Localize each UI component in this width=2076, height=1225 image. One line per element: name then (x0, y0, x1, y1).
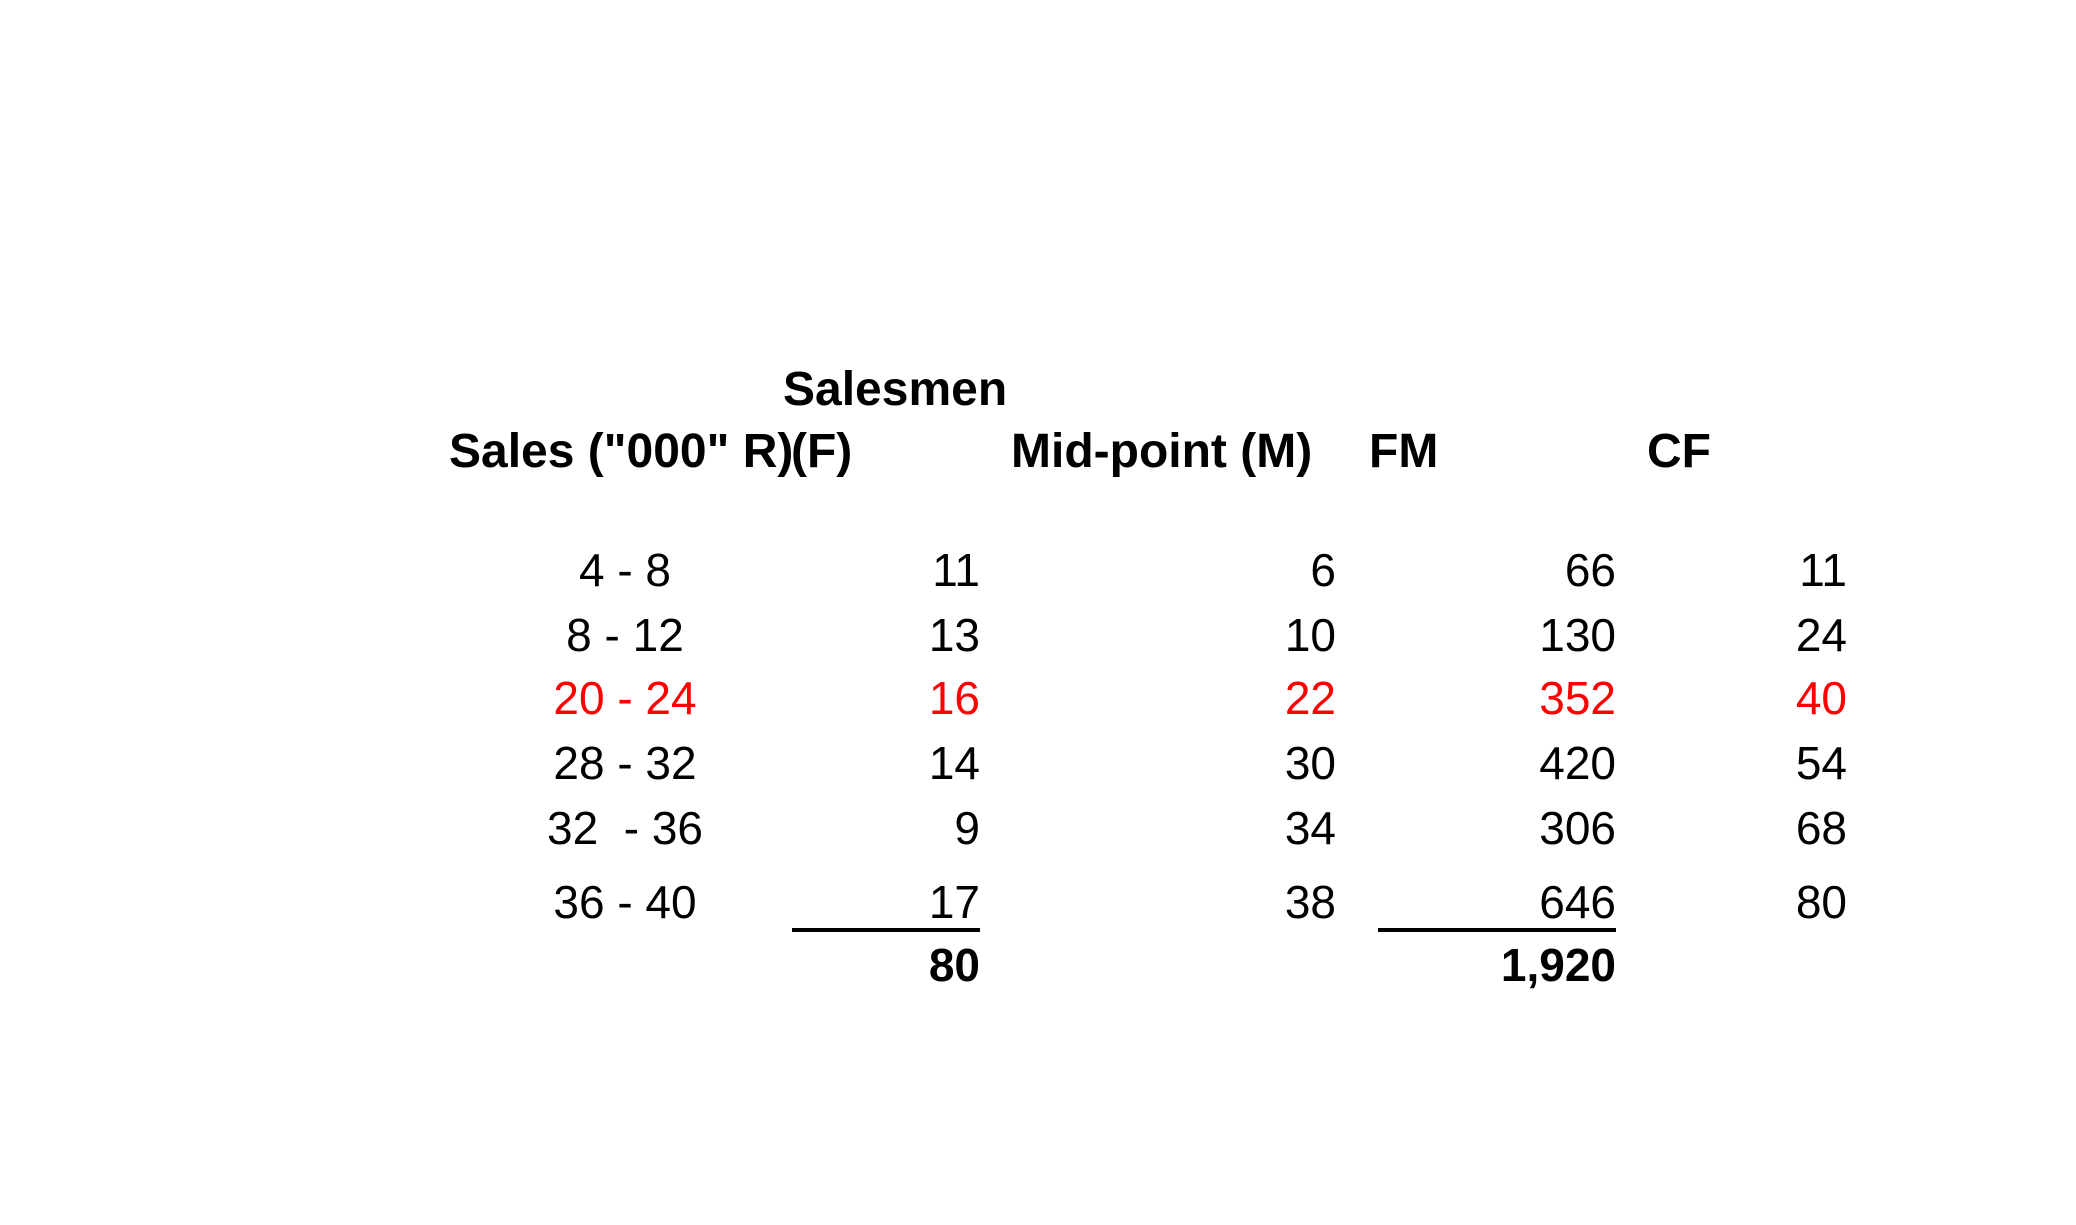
cell-midpoint-highlighted: 22 (1284, 672, 1336, 724)
cell-midpoint: 6 (1310, 544, 1336, 596)
cell-midpoint: 30 (1284, 737, 1336, 789)
cell-fm: 420 (1539, 737, 1616, 789)
cell-midpoint: 10 (1284, 609, 1336, 661)
cell-cf: 80 (1795, 876, 1847, 928)
cell-fm: 646 (1539, 876, 1616, 928)
sum-underline-f-column (792, 928, 980, 932)
cell-cf: 11 (1799, 544, 1847, 596)
cell-frequency: 17 (928, 876, 980, 928)
column-header-salesmen: Salesmen (783, 363, 1008, 416)
sum-underline-fm-column (1378, 928, 1616, 932)
column-header-cf: CF (1647, 425, 1711, 478)
cell-midpoint: 38 (1284, 876, 1336, 928)
column-header-midpoint: Mid-point (M) (1011, 425, 1313, 478)
column-header-f: (F) (791, 425, 853, 478)
cell-cf: 68 (1795, 802, 1847, 854)
cell-sales-range: 32 - 36 (547, 802, 703, 854)
cell-fm: 306 (1539, 802, 1616, 854)
cell-fm-highlighted: 352 (1539, 672, 1616, 724)
cell-midpoint: 34 (1284, 802, 1336, 854)
cell-frequency: 13 (928, 609, 980, 661)
total-frequency: 80 (928, 939, 980, 991)
column-header-sales: Sales ("000" R) (449, 425, 794, 478)
total-fm: 1,920 (1500, 939, 1616, 991)
cell-frequency-highlighted: 16 (928, 672, 980, 724)
cell-fm: 130 (1539, 609, 1616, 661)
cell-sales-range-highlighted: 20 - 24 (553, 672, 697, 724)
cell-sales-range: 36 - 40 (553, 876, 697, 928)
cell-fm: 66 (1564, 544, 1616, 596)
cell-frequency: 11 (932, 544, 980, 596)
cell-sales-range: 4 - 8 (578, 544, 672, 596)
cell-sales-range: 28 - 32 (553, 737, 697, 789)
cell-cf: 54 (1795, 737, 1847, 789)
cell-frequency: 9 (954, 802, 980, 854)
cell-cf: 24 (1795, 609, 1847, 661)
cell-sales-range: 8 - 12 (566, 609, 684, 661)
cell-frequency: 14 (928, 737, 980, 789)
cell-cf-highlighted: 40 (1795, 672, 1847, 724)
column-header-fm: FM (1369, 425, 1439, 478)
